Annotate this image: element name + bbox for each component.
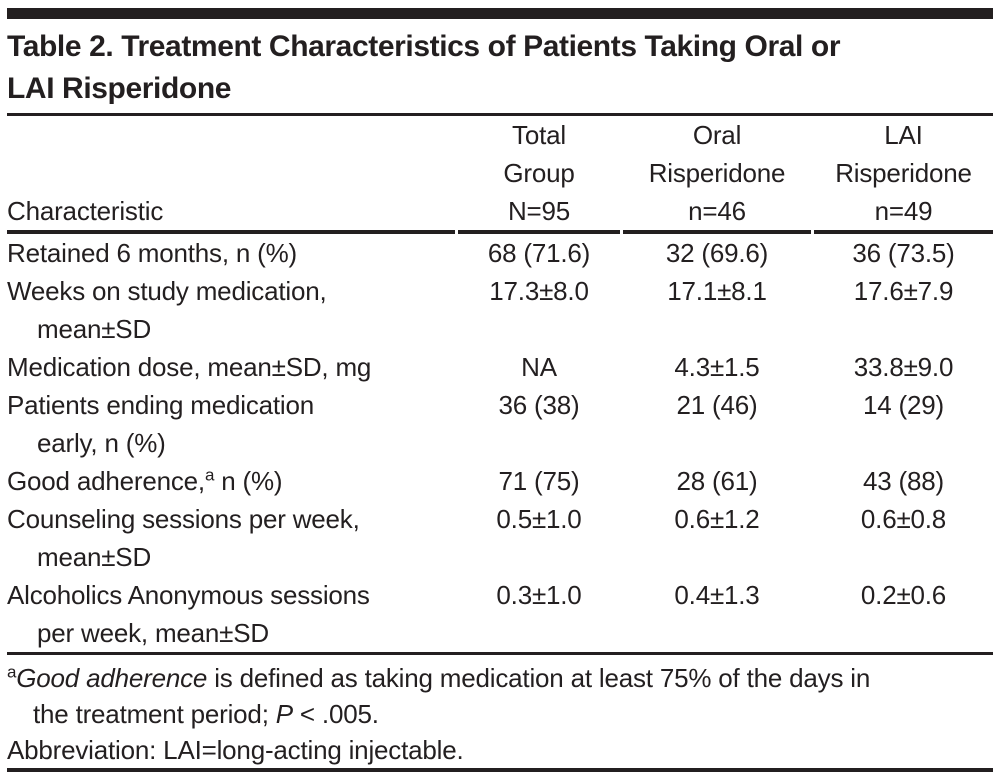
cell-oral: 21 (46) [676,390,758,420]
cell-total: 68 (71.6) [487,238,591,268]
column-header-total-line1: Total [512,120,566,150]
footnote-a-term: Good adherence [16,663,208,693]
cell-lai: 14 (29) [863,390,944,420]
cell-total: 71 (75) [498,466,580,496]
footnote-a-p-value: < .005. [292,699,379,729]
column-header-lai-risperidone: LAI Risperidone n=49 [814,116,993,234]
cell-total: 0.5±1.0 [496,504,582,534]
footnote-a-marker: a [7,662,17,682]
cell-total: 17.3±8.0 [489,276,589,306]
row-label-text-after: n (%) [214,466,283,496]
table-row-medication-dose: Medication dose, mean±SD, mg NA 4.3±1.5 … [7,348,993,386]
row-label-text: Medication dose, mean±SD, mg [7,352,372,382]
cell-oral: 4.3±1.5 [674,352,760,382]
row-label-line2: per week, mean±SD [37,618,269,648]
column-header-lai-line1: LAI [884,120,923,150]
footnote-a-text: is defined as taking medication at least… [207,663,871,693]
row-label-text: Retained 6 months, n (%) [7,238,298,268]
cell-lai: 0.2±0.6 [860,580,947,610]
table-header-row: Characteristic Total Group N=95 Oral Ris… [7,116,993,234]
table-title: Table 2. Treatment Characteristics of Pa… [7,26,993,110]
cell-total: 36 (38) [498,390,580,420]
footnote-a-text2: the treatment period; [33,699,276,729]
column-header-oral-line1: Oral [692,120,742,150]
row-label-line2: mean±SD [37,542,152,572]
cell-oral: 32 (69.6) [665,238,769,268]
row-label: Counseling sessions per week, mean±SD [7,500,455,576]
row-label: Retained 6 months, n (%) [7,234,455,272]
cell-lai: 43 (88) [863,466,944,496]
row-label-line2: mean±SD [37,314,152,344]
cell-oral: 0.4±1.3 [674,580,760,610]
table-row-retained: Retained 6 months, n (%) 68 (71.6) 32 (6… [7,234,993,272]
footnote-separator-rule [7,652,993,655]
row-label-text: Good adherence, [7,466,205,496]
row-label: Patients ending medication early, n (%) [7,386,455,462]
top-rule [7,8,993,19]
column-header-oral-line2: Risperidone [648,158,786,188]
table-row-aa-sessions: Alcoholics Anonymous sessions per week, m… [7,576,993,652]
column-header-lai-n: n=49 [874,196,933,226]
cell-lai: 36 (73.5) [852,238,955,268]
table-row-good-adherence: Good adherence,a n (%) 71 (75) 28 (61) 4… [7,462,993,500]
row-label-superscript: a [204,465,215,485]
cell-oral: 17.1±8.1 [667,276,767,306]
column-header-characteristic: Characteristic [7,116,455,234]
row-label: Alcoholics Anonymous sessions per week, m… [7,576,455,652]
abbreviation-note: Abbreviation: LAI=long-acting injectable… [7,735,464,765]
row-label-text: Alcoholics Anonymous sessions [7,580,370,610]
column-header-oral-n: n=46 [688,196,746,226]
column-header-lai-line2: Risperidone [835,158,972,188]
footnotes: aGood adherence is defined as taking med… [7,660,993,768]
title-rule [7,113,993,116]
column-header-oral-risperidone: Oral Risperidone n=46 [623,116,811,234]
cell-total: NA [521,352,557,382]
row-label: Medication dose, mean±SD, mg [7,348,455,386]
column-header-total-group: Total Group N=95 [458,116,620,234]
cell-oral: 28 (61) [676,466,758,496]
bottom-rule [7,768,993,772]
table-row-ending-early: Patients ending medication early, n (%) 3… [7,386,993,462]
footnote-a-line1: aGood adherence is defined as taking med… [7,660,993,696]
row-label: Good adherence,a n (%) [7,462,455,500]
column-header-total-n: N=95 [507,196,571,226]
row-label-text: Weeks on study medication, [7,276,327,306]
cell-lai: 33.8±9.0 [853,352,954,382]
table-body: Retained 6 months, n (%) 68 (71.6) 32 (6… [7,234,993,652]
table-title-line2: LAI Risperidone [7,72,232,105]
footnote-a-p-value-symbol: P [275,699,293,729]
column-header-total-line2: Group [503,158,575,188]
cell-lai: 0.6±0.8 [860,504,947,534]
row-label: Weeks on study medication, mean±SD [7,272,455,348]
table-title-line1: Table 2. Treatment Characteristics of Pa… [7,30,841,63]
footnote-a-line2: the treatment period; P < .005. [7,696,993,732]
table-row-counseling-sessions: Counseling sessions per week, mean±SD 0.5… [7,500,993,576]
row-label-line2: early, n (%) [37,428,166,458]
cell-lai: 17.6±7.9 [853,276,954,306]
row-label-text: Patients ending medication [7,390,315,420]
cell-total: 0.3±1.0 [496,580,582,610]
table-row-weeks-on-medication: Weeks on study medication, mean±SD 17.3±8… [7,272,993,348]
row-label-text: Counseling sessions per week, [7,504,360,534]
cell-oral: 0.6±1.2 [674,504,760,534]
